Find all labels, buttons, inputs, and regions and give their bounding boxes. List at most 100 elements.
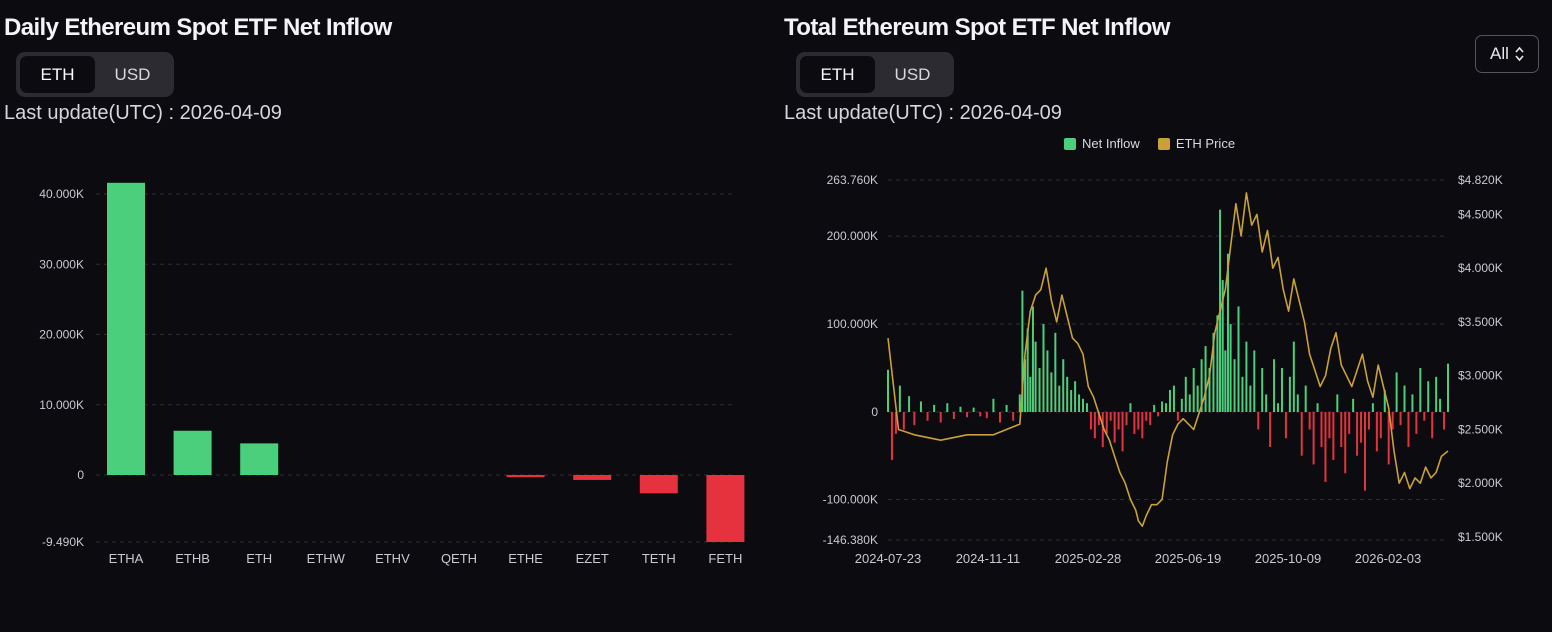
inflow-bar bbox=[1379, 412, 1382, 439]
inflow-bar bbox=[1375, 412, 1378, 452]
x-tick-label: ETH bbox=[246, 551, 272, 566]
inflow-bar bbox=[1097, 412, 1100, 426]
inflow-bar bbox=[1221, 280, 1224, 412]
inflow-bar bbox=[1443, 412, 1446, 430]
inflow-bar bbox=[1371, 403, 1374, 412]
inflow-bar bbox=[1125, 412, 1128, 426]
inflow-bar bbox=[933, 404, 936, 412]
inflow-bar bbox=[1415, 412, 1418, 434]
x-tick-label: 2024-11-11 bbox=[956, 551, 1021, 566]
last-update-text: Last update(UTC) : 2026-04-09 bbox=[4, 102, 282, 124]
y-tick-label: -146.380K bbox=[823, 533, 878, 547]
unit-toggle: ETH USD bbox=[796, 52, 954, 97]
inflow-bar bbox=[992, 398, 995, 412]
legend-label: Net Inflow bbox=[1082, 136, 1140, 151]
x-tick-label: ETHA bbox=[109, 551, 144, 566]
inflow-bar bbox=[1332, 412, 1335, 461]
inflow-bar bbox=[1229, 324, 1232, 412]
y-tick-label: -100.000K bbox=[823, 492, 878, 506]
eth-toggle-option[interactable]: ETH bbox=[800, 56, 875, 93]
inflow-bar bbox=[1066, 376, 1069, 412]
time-range-select[interactable]: All bbox=[1475, 35, 1539, 73]
inflow-bar bbox=[1180, 398, 1183, 412]
inflow-bar bbox=[1419, 368, 1422, 412]
inflow-bar bbox=[1153, 404, 1156, 412]
legend-net-inflow[interactable]: Net Inflow bbox=[1064, 136, 1140, 151]
y-tick-label: 0 bbox=[77, 468, 84, 482]
inflow-bar bbox=[1284, 412, 1287, 439]
y2-tick-label: $4.820K bbox=[1458, 173, 1503, 187]
inflow-bar bbox=[1184, 376, 1187, 412]
inflow-bar bbox=[1336, 394, 1339, 412]
inflow-bar bbox=[946, 403, 949, 412]
bar-ethb bbox=[173, 430, 212, 475]
inflow-bar bbox=[1399, 412, 1402, 426]
inflow-bar bbox=[1237, 306, 1240, 412]
inflow-bar bbox=[972, 407, 975, 412]
inflow-bar bbox=[1269, 412, 1272, 447]
inflow-bar bbox=[1168, 390, 1171, 412]
y2-tick-label: $4.500K bbox=[1458, 207, 1503, 221]
inflow-bar bbox=[1328, 412, 1331, 439]
inflow-bar bbox=[1200, 359, 1203, 412]
inflow-bar bbox=[1192, 368, 1195, 412]
inflow-bar bbox=[1101, 412, 1104, 447]
y-tick-label: 40.000K bbox=[39, 187, 84, 201]
inflow-bar bbox=[1031, 306, 1034, 412]
inflow-bar bbox=[902, 412, 905, 430]
inflow-bar bbox=[1439, 398, 1442, 412]
x-tick-label: 2025-02-28 bbox=[1055, 551, 1122, 566]
y-tick-label: -9.490K bbox=[42, 535, 84, 549]
y2-tick-label: $2.500K bbox=[1458, 422, 1503, 436]
total-inflow-panel: Total Ethereum Spot ETF Net Inflow ETH U… bbox=[780, 0, 1552, 632]
usd-toggle-option[interactable]: USD bbox=[894, 64, 931, 84]
inflow-bar bbox=[966, 412, 969, 418]
x-tick-label: ETHB bbox=[175, 551, 210, 566]
x-tick-label: FETH bbox=[708, 551, 742, 566]
daily-inflow-panel: Daily Ethereum Spot ETF Net Inflow ETH U… bbox=[0, 0, 770, 632]
eth-price-swatch bbox=[1157, 137, 1170, 150]
eth-price-line bbox=[887, 192, 1449, 527]
inflow-bar bbox=[1157, 412, 1160, 417]
inflow-bar bbox=[1435, 376, 1438, 412]
inflow-bar bbox=[1078, 394, 1081, 412]
inflow-bar bbox=[1034, 341, 1037, 412]
inflow-bar bbox=[1058, 385, 1061, 412]
usd-toggle-option[interactable]: USD bbox=[114, 64, 151, 84]
panel-title: Total Ethereum Spot ETF Net Inflow bbox=[784, 14, 1170, 41]
y2-tick-label: $3.000K bbox=[1458, 369, 1503, 383]
inflow-bar bbox=[1176, 412, 1179, 421]
y-tick-label: 10.000K bbox=[39, 398, 84, 412]
inflow-bar bbox=[1363, 412, 1366, 491]
y-tick-label: 30.000K bbox=[39, 257, 84, 271]
bar-teth bbox=[639, 475, 678, 494]
inflow-bar bbox=[1188, 394, 1191, 412]
inflow-bar bbox=[1054, 332, 1057, 412]
inflow-bar bbox=[985, 412, 988, 419]
inflow-bar bbox=[1316, 403, 1319, 412]
inflow-bar bbox=[1245, 341, 1248, 412]
inflow-bar bbox=[1216, 315, 1219, 412]
bar-feth bbox=[706, 475, 745, 542]
inflow-bar bbox=[1427, 381, 1430, 412]
inflow-bar bbox=[1300, 412, 1303, 456]
inflow-bar bbox=[1403, 385, 1406, 412]
inflow-bar bbox=[1074, 381, 1077, 412]
inflow-bar bbox=[1165, 403, 1168, 412]
inflow-bar bbox=[1224, 350, 1227, 412]
bar-ethe bbox=[506, 475, 545, 478]
inflow-bar bbox=[1089, 412, 1092, 430]
inflow-bar bbox=[1387, 412, 1390, 465]
eth-toggle-option[interactable]: ETH bbox=[20, 56, 95, 93]
panel-title: Daily Ethereum Spot ETF Net Inflow bbox=[4, 14, 392, 41]
inflow-bar bbox=[1204, 346, 1207, 412]
inflow-bar bbox=[1273, 359, 1276, 412]
inflow-bar bbox=[1447, 363, 1449, 412]
inflow-bar bbox=[1212, 332, 1215, 412]
inflow-bar bbox=[1344, 412, 1347, 474]
x-tick-label: 2025-06-19 bbox=[1155, 551, 1222, 566]
legend-eth-price[interactable]: ETH Price bbox=[1157, 136, 1235, 151]
inflow-bar bbox=[1038, 368, 1041, 412]
y2-tick-label: $2.000K bbox=[1458, 476, 1503, 490]
inflow-bar bbox=[1395, 372, 1398, 412]
